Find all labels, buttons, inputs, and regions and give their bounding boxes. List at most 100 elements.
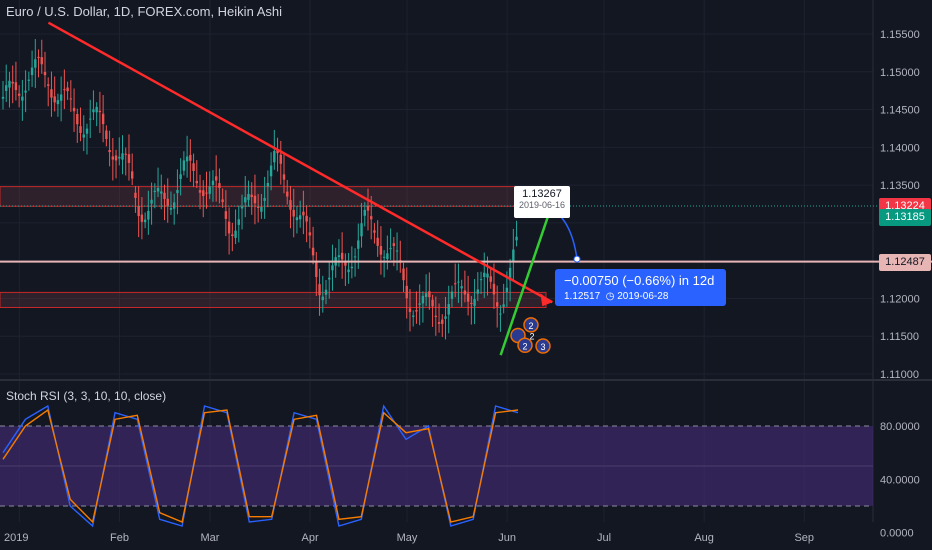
measure-box[interactable]: −0.00750 (−0.66%) in 12d 1.12517 ◷ 2019-… [555, 269, 726, 306]
candle-body [30, 67, 34, 76]
candle-body [166, 198, 169, 207]
candle-body [137, 206, 140, 217]
candle-body [489, 276, 492, 282]
candle-body [437, 322, 441, 324]
candle-body [156, 187, 160, 192]
candle-body [373, 230, 376, 233]
candle-body [328, 277, 331, 280]
stoch-line [2, 408, 519, 524]
candle-body [63, 89, 66, 91]
candle-body [492, 283, 496, 295]
candle-body [253, 195, 257, 204]
candle-body [431, 299, 434, 307]
candle-body [218, 183, 221, 188]
event-count: 2 [528, 321, 533, 331]
event-flag-icon [523, 317, 539, 333]
candle-body [318, 284, 321, 296]
chart-title: Euro / U.S. Dollar, 1D, FOREX.com, Heiki… [6, 4, 282, 19]
candle-body [483, 272, 486, 277]
candle-body [153, 190, 157, 192]
candles [1, 39, 518, 340]
time-tick-label: Apr [302, 532, 319, 544]
oscillator-tick-label: 40.0000 [880, 474, 920, 486]
candle-body [92, 109, 95, 113]
candle-body [98, 110, 102, 113]
candle-body [502, 304, 505, 307]
candle-body [140, 214, 144, 222]
time-tick-label: Mar [200, 532, 219, 544]
candle-body [205, 192, 208, 194]
candle-body [360, 223, 363, 237]
candle-body [101, 113, 105, 125]
oscillator-tick-label: 80.0000 [880, 421, 920, 433]
measure-change: −0.00750 (−0.66%) in 12d [564, 273, 715, 288]
measure-detail: 1.12517 ◷ 2019-06-28 [564, 291, 668, 302]
candle-body [202, 190, 205, 197]
candle-body [279, 154, 282, 164]
candle-body [363, 209, 366, 216]
price-tag-close: 1.13185 [879, 208, 931, 226]
candle-body [47, 84, 50, 86]
price-tag-level: 1.12487 [879, 253, 931, 271]
candle-body [182, 160, 186, 171]
event-count: 2 [529, 331, 534, 341]
time-tick-label: Jun [498, 532, 516, 544]
horizontal-levels [0, 205, 932, 263]
trend-drawings[interactable]: 222 3 [47, 21, 581, 356]
candle-body [366, 205, 370, 211]
candle-body [234, 230, 237, 238]
candle-body [305, 215, 308, 222]
candle-body [231, 234, 234, 237]
candle-body [108, 149, 111, 153]
candle-body [495, 302, 499, 307]
candle-body [14, 82, 18, 91]
candle-body [34, 59, 37, 68]
candle-body [72, 107, 76, 112]
candle-body [441, 319, 444, 324]
event-flag-icon [535, 338, 551, 354]
candle-body [315, 262, 318, 277]
candle-body [473, 299, 476, 306]
candle-body [350, 266, 354, 269]
candle-body [66, 87, 69, 92]
candle-body [321, 296, 324, 301]
oscillator-tick-label: 0.0000 [880, 528, 914, 540]
candle-body [282, 174, 286, 180]
candle-body [286, 191, 289, 197]
candle-body [302, 211, 305, 216]
uptrend-line [499, 193, 557, 356]
price-zones [0, 186, 547, 309]
candle-body [324, 289, 328, 295]
candle-body [379, 246, 383, 255]
candle-body [260, 206, 263, 212]
candle-body [176, 189, 179, 194]
candle-body [444, 316, 447, 319]
candle-body [463, 290, 467, 295]
candle-body [340, 252, 344, 260]
candle-body [454, 283, 457, 285]
candle-body [244, 197, 247, 203]
candle-body [69, 98, 73, 100]
clock-icon: ◷ [605, 291, 615, 302]
candle-body [11, 81, 14, 84]
price-tick-label: 1.15500 [880, 29, 920, 41]
candle-body [421, 295, 425, 304]
candle-body [160, 191, 163, 194]
candle-body [337, 255, 341, 258]
time-tick-label: 2019 [4, 532, 28, 544]
candle-body [76, 114, 79, 125]
candle-body [515, 236, 518, 241]
candle-body [382, 256, 386, 258]
measure-price: 1.12517 [564, 291, 601, 302]
candle-body [457, 281, 460, 283]
candle-body [143, 219, 147, 223]
candle-body [240, 206, 244, 209]
price-tick-label: 1.12000 [880, 293, 920, 305]
candle-body [134, 192, 137, 198]
tooltip-date: 2019-06-16 [518, 200, 566, 210]
price-zone [0, 291, 547, 309]
candle-body [256, 206, 260, 208]
candle-body [189, 155, 192, 161]
time-tick-label: Jul [597, 532, 611, 544]
